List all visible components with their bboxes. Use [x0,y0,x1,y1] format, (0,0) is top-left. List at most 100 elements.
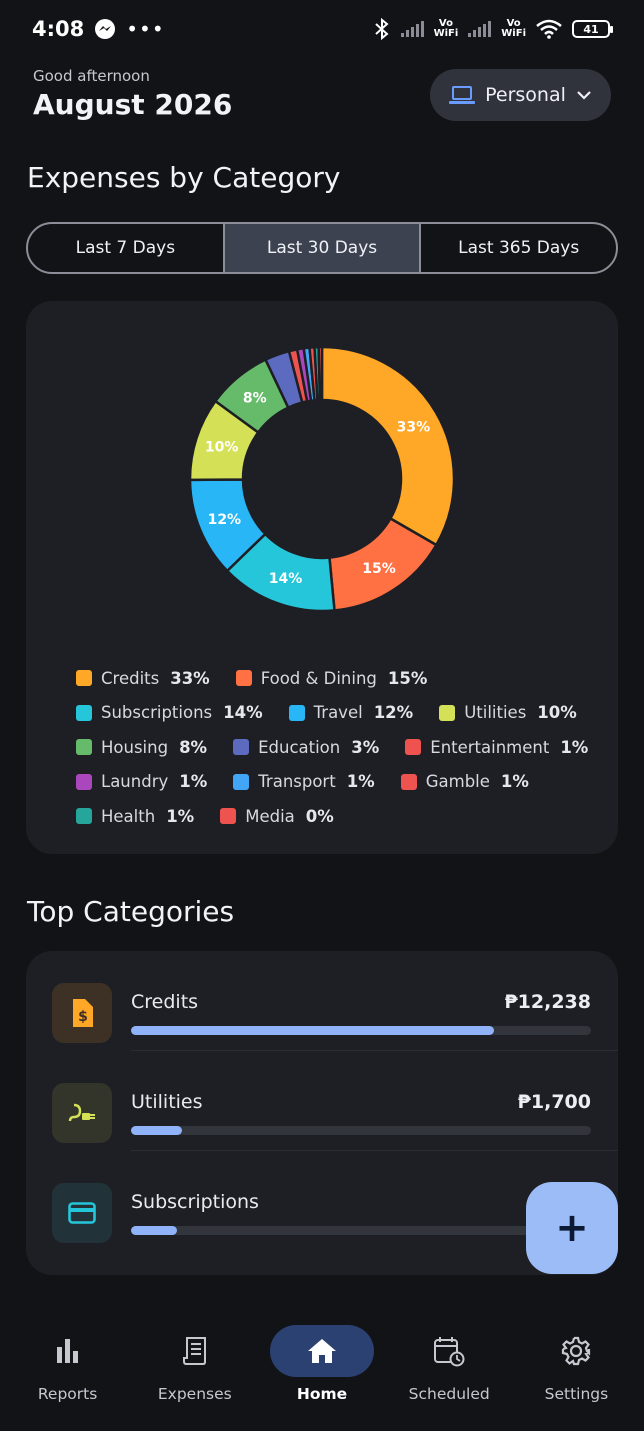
category-amount: ₱12,238 [504,991,591,1013]
range-last-30-days[interactable]: Last 30 Days [224,224,422,272]
legend-row: Subscriptions 14% Travel 12% Utilities 10% [76,696,596,731]
legend-label: Education [258,737,341,757]
row-divider [131,1150,618,1151]
donut-slice-label: 14% [269,571,303,587]
expenses-donut-chart: 33% 15% 14% 12% 10% 8% [188,345,456,613]
vowifi-badge: Vo WiFi [433,18,459,39]
category-name: Credits [131,991,199,1013]
legend-item: Education 3% [233,738,379,757]
nav-icon-container [16,1325,120,1377]
legend-label: Transport [258,772,336,792]
legend-percent: 1% [560,737,589,757]
legend-percent: 1% [500,772,529,792]
legend-percent: 15% [387,668,428,688]
messenger-icon [95,19,116,39]
legend-percent: 10% [537,703,577,723]
range-last-365-days[interactable]: Last 365 Days [458,238,580,258]
legend-swatch [233,773,250,790]
power-plug-icon [68,1103,95,1122]
laptop-icon [449,86,476,104]
legend-row: Laundry 1% Transport 1% Gamble 1% [76,765,596,800]
category-icon-box [52,1083,112,1143]
legend-label: Gamble [425,772,490,792]
legend-label: Utilities [464,703,527,723]
nav-icon-container [524,1325,628,1377]
legend-label: Food & Dining [260,668,377,688]
legend-item: Entertainment 1% [405,738,588,757]
profile-label: Personal [485,84,566,106]
nav-icon-container [270,1325,374,1377]
credit-card-icon [68,1202,96,1224]
category-icon-box [52,1183,112,1243]
category-progress-track [131,1126,591,1135]
add-expense-fab[interactable]: + [526,1182,618,1274]
gear-icon [562,1336,591,1366]
legend-swatch [76,739,92,756]
donut-slice-label: 33% [397,419,431,435]
bottom-navigation: Reports Expenses Home [0,1300,644,1431]
legend-label: Health [101,806,156,826]
category-amount: ₱1,700 [517,1091,591,1113]
legend-percent: 3% [351,737,380,757]
nav-home[interactable]: Home [258,1300,385,1431]
legend-label: Travel [313,703,363,723]
legend-percent: 14% [223,703,263,723]
donut-slice-label: 10% [205,440,239,456]
legend-label: Media [245,806,295,826]
legend-percent: 1% [166,806,195,826]
nav-scheduled[interactable]: Scheduled [386,1300,513,1431]
bar-chart-icon [56,1339,78,1363]
donut-slice-label: 8% [243,391,267,407]
month-title: August 2026 [33,88,233,121]
svg-text:$: $ [78,1009,88,1025]
document-dollar-icon: $ [73,999,93,1027]
donut-slice-label: 12% [208,512,242,528]
legend-swatch [220,808,237,825]
legend-swatch [233,739,250,756]
legend-percent: 8% [179,737,208,757]
legend-percent: 12% [373,703,414,723]
category-row-subscriptions[interactable]: Subscriptions [26,1151,618,1251]
legend-item: Health 1% [76,807,194,826]
date-range-selector: Last 7 Days Last 30 Days Last 365 Days [26,222,618,274]
legend-label: Housing [101,737,169,757]
legend-row: Credits 33% Food & Dining 15% [76,661,596,696]
cell-signal-icon [400,21,424,37]
donut-slice-media[interactable] [317,345,324,402]
more-notifications-icon: ••• [126,17,165,41]
expenses-chart-card: 33% 15% 14% 12% 10% 8% Credits 33% Food & Dinin… [26,301,618,854]
legend-swatch [76,773,92,790]
category-row-utilities[interactable]: Utilities ₱1,700 [26,1051,618,1151]
nav-settings[interactable]: Settings [513,1300,640,1431]
nav-label: Settings [544,1385,609,1403]
category-row-credits[interactable]: $ Credits ₱12,238 [26,951,618,1051]
top-categories-title: Top Categories [27,895,235,928]
nav-icon-container [397,1325,501,1377]
nav-label: Reports [37,1385,98,1403]
chart-legend: Credits 33% Food & Dining 15% Subscriptions 1… [76,661,596,834]
legend-item: Laundry 1% [76,772,207,791]
legend-row: Health 1% Media 0% [76,799,596,834]
legend-swatch [235,670,252,687]
legend-item: Subscriptions 14% [76,703,263,722]
nav-reports[interactable]: Reports [4,1300,131,1431]
donut-slice-credits[interactable] [320,345,456,547]
legend-item: Gamble 1% [400,772,529,792]
legend-label: Subscriptions [101,703,213,723]
profile-selector-button[interactable]: Personal [430,69,611,121]
nav-expenses[interactable]: Expenses [131,1300,258,1431]
legend-item: Transport 1% [233,772,375,792]
category-progress-fill [131,1026,495,1035]
legend-swatch [76,808,92,825]
legend-swatch [76,670,92,687]
range-last-7-days[interactable]: Last 7 Days [28,224,225,272]
greeting-text: Good afternoon [33,67,150,85]
legend-item: Food & Dining 15% [235,668,428,688]
legend-item: Utilities 10% [439,703,577,722]
status-bar: 4:08 ••• Vo WiFi Vo WiFi 41 [0,0,644,58]
legend-row: Housing 8% Education 3% Entertainment 1% [76,730,596,765]
chevron-down-icon [577,91,591,100]
category-progress-fill [131,1126,182,1135]
legend-item: Travel 12% [288,703,414,723]
